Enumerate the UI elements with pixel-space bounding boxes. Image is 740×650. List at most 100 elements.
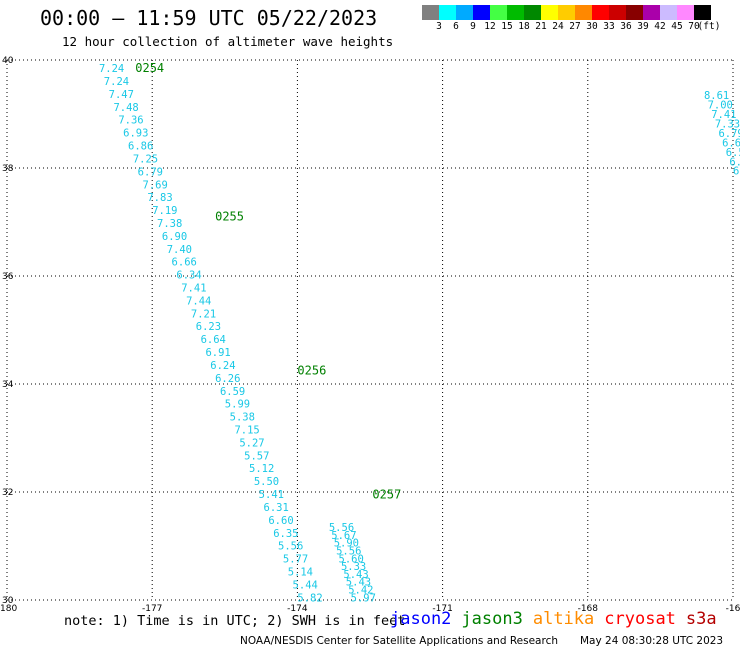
pass-time-label: 0254 xyxy=(135,61,164,75)
satellite-altika: altika xyxy=(532,609,595,629)
wave-height-label: 7.00 xyxy=(708,100,733,112)
legend-label: 12 xyxy=(484,21,496,32)
wave-height-label: 6.5 xyxy=(726,147,740,159)
credit-timestamp: May 24 08:30:28 UTC 2023 xyxy=(580,635,724,647)
legend-label: 27 xyxy=(569,21,581,32)
satellite-jason3: jason3 xyxy=(461,609,523,629)
page-title: 00:00 – 11:59 UTC 05/22/2023 xyxy=(40,6,378,30)
wave-height-label: 5.56 xyxy=(329,522,354,534)
legend-swatch xyxy=(439,5,456,20)
wave-height-label: 7.44 xyxy=(186,295,211,307)
legend-swatch xyxy=(558,5,575,20)
wave-height-label: 6.90 xyxy=(162,231,187,243)
wave-height-label: 6.35 xyxy=(273,528,298,540)
wave-height-label: 7.24 xyxy=(104,76,129,88)
wave-height-label: 6.66 xyxy=(172,257,197,269)
wave-height-label: 6.31 xyxy=(264,502,289,514)
legend-label: 33 xyxy=(603,21,615,32)
wave-height-label: 5.33 xyxy=(341,561,366,573)
wave-height-label: 6.4 xyxy=(729,156,740,168)
legend-swatch xyxy=(609,5,626,20)
wave-height-label: 6.93 xyxy=(123,128,148,140)
wave-height-label: 5.77 xyxy=(283,554,308,566)
legend-label: 21 xyxy=(535,21,547,32)
wave-height-label: 6.79 xyxy=(138,166,163,178)
satellite-s3a: s3a xyxy=(685,609,717,629)
wave-height-label: 7.48 xyxy=(113,102,138,114)
wave-height-label: 5.56 xyxy=(278,541,303,553)
wave-height-label: 6.91 xyxy=(205,347,230,359)
wave-height-label: 5.97 xyxy=(351,592,376,604)
lon-tick-label: -180 xyxy=(0,604,17,614)
legend-label: 18 xyxy=(518,21,530,32)
wave-height-label: 5.41 xyxy=(259,489,284,501)
lon-tick-label: -168 xyxy=(578,604,599,614)
wave-height-label: 6.6 xyxy=(722,137,740,149)
units-note: note: 1) Time is in UTC; 2) SWH is in fe… xyxy=(64,613,406,629)
wave-height-label: 6.59 xyxy=(220,386,245,398)
wave-height-labels: 7.247.247.477.487.366.936.867.256.797.69… xyxy=(99,63,740,604)
wave-height-label: 5.56 xyxy=(336,546,361,558)
wave-height-label: 5.43 xyxy=(346,577,371,589)
wave-height-label: 8.61 xyxy=(704,90,729,102)
satellite-legend: jason2 jason3 altika cryosat s3a xyxy=(390,609,717,629)
wave-height-label: 7.69 xyxy=(143,179,168,191)
wave-height-label: 5.44 xyxy=(293,579,318,591)
lat-tick-label: 40 xyxy=(2,56,14,66)
legend-swatch xyxy=(643,5,660,20)
legend-swatch xyxy=(626,5,643,20)
legend-swatch xyxy=(575,5,592,20)
pass-time-label: 0256 xyxy=(297,364,326,378)
wave-height-label: 7.83 xyxy=(147,192,172,204)
lon-tick-label: -174 xyxy=(287,604,308,614)
wave-height-label: 5.60 xyxy=(339,553,364,565)
satellite-cryosat: cryosat xyxy=(604,609,676,629)
lon-tick-label: -177 xyxy=(142,604,162,614)
legend-label: 3 xyxy=(436,21,442,32)
pass-time-label: 0257 xyxy=(372,488,401,502)
legend-label: 45 xyxy=(671,21,683,32)
wave-height-label: 5.67 xyxy=(331,530,356,542)
wave-height-label: 5.42 xyxy=(348,585,373,597)
wave-height-label: 7.21 xyxy=(191,308,216,320)
wave-height-label: 7.38 xyxy=(157,218,182,230)
credit-text: NOAA/NESDIS Center for Satellite Applica… xyxy=(240,635,558,647)
map-grid xyxy=(6,59,734,601)
wave-height-label: 5.90 xyxy=(334,538,359,550)
pass-time-labels: 0254 0255 0256 0257 xyxy=(135,61,401,502)
wave-height-label: 5.14 xyxy=(288,566,313,578)
wave-height-label: 7.47 xyxy=(109,89,134,101)
lon-tick-label: -16 xyxy=(726,604,740,614)
legend-swatch xyxy=(490,5,507,20)
legend-swatch xyxy=(677,5,694,20)
lat-tick-label: 32 xyxy=(2,488,13,498)
wave-height-label: 7.36 xyxy=(118,115,143,127)
legend-label: 39 xyxy=(637,21,649,32)
wave-height-label: 5.43 xyxy=(343,569,368,581)
wave-height-label: 5.99 xyxy=(225,399,250,411)
page-subtitle: 12 hour collection of altimeter wave hei… xyxy=(62,34,394,49)
legend-label: 24 xyxy=(552,21,564,32)
wave-height-label: 6.60 xyxy=(268,515,293,527)
satellite-jason2: jason2 xyxy=(390,609,452,629)
legend-swatch xyxy=(456,5,473,20)
wave-height-label: 6.24 xyxy=(210,360,235,372)
lon-tick-label: -171 xyxy=(432,604,452,614)
wave-height-label: 6.86 xyxy=(128,141,153,153)
wave-height-label: 7.41 xyxy=(181,283,206,295)
wave-height-label: 6.26 xyxy=(215,373,240,385)
legend-swatches xyxy=(422,5,711,20)
legend-label: 30 xyxy=(586,21,598,32)
legend-label: 15 xyxy=(501,21,513,32)
legend-label: 6 xyxy=(453,21,459,32)
map-tick-labels: -180 -177 -174 -171 -168 -16 30 32 34 36 38 40 xyxy=(0,56,740,614)
legend-swatch xyxy=(592,5,609,20)
wave-height-label: 5.38 xyxy=(230,412,255,424)
lat-tick-label: 30 xyxy=(2,596,14,606)
legend-labels: 3 6 9 12 15 18 21 24 27 30 33 36 39 42 45 70 (ft) xyxy=(422,20,720,32)
legend-swatch xyxy=(422,5,439,20)
legend-swatch xyxy=(541,5,558,20)
legend-swatch xyxy=(507,5,524,20)
wave-height-label: 7.41 xyxy=(711,109,736,121)
